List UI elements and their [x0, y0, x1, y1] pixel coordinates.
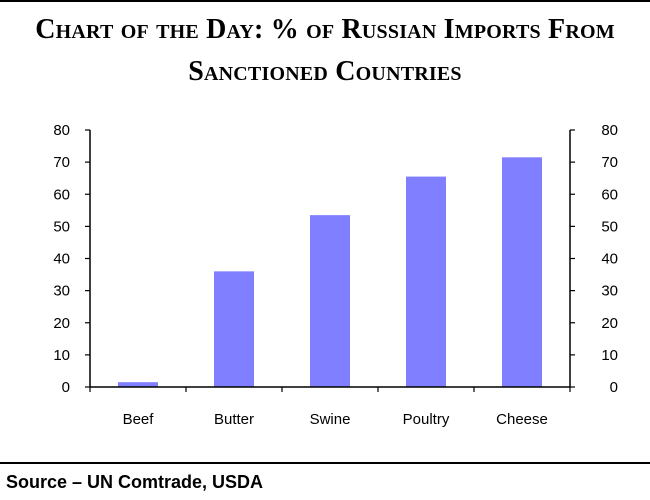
bar-poultry [406, 176, 446, 387]
y-tick-label-right: 80 [601, 122, 618, 139]
y-tick-label-left: 60 [53, 186, 70, 203]
y-tick-label-right: 20 [601, 315, 618, 332]
x-tick-label-swine: Swine [310, 411, 351, 428]
y-tick-label-right: 60 [601, 186, 618, 203]
bar-beef [118, 382, 158, 387]
y-tick-label-left: 40 [53, 251, 70, 268]
y-tick-label-left: 80 [53, 122, 70, 139]
y-tick-label-left: 10 [53, 347, 70, 364]
y-tick-label-right: 0 [610, 379, 618, 396]
y-tick-label-right: 50 [601, 218, 618, 235]
bar-butter [214, 271, 254, 387]
y-tick-label-right: 70 [601, 154, 618, 171]
bar-chart: 0 0 10 10 20 20 30 30 40 40 50 50 60 60 70 70 80 80 Beef Bu… [53, 122, 618, 428]
bar-swine [310, 215, 350, 387]
x-tick-label-beef: Beef [123, 411, 155, 428]
bottom-rule [0, 462, 650, 464]
y-tick-label-left: 0 [62, 379, 70, 396]
y-tick-label-right: 40 [601, 251, 618, 268]
y-tick-label-left: 70 [53, 154, 70, 171]
chart-title-line-1: Chart of the Day: % of Russian Imports F… [35, 14, 615, 45]
y-tick-label-left: 30 [53, 283, 70, 300]
y-tick-label-left: 50 [53, 218, 70, 235]
top-rule [0, 0, 650, 2]
x-tick-label-cheese: Cheese [496, 411, 548, 428]
y-tick-label-left: 20 [53, 315, 70, 332]
bar-cheese [502, 157, 542, 387]
y-tick-label-right: 10 [601, 347, 618, 364]
source-note: Source – UN Comtrade, USDA [6, 472, 264, 492]
chart-title-line-2: Sanctioned Countries [188, 56, 462, 87]
y-tick-label-right: 30 [601, 283, 618, 300]
x-tick-label-poultry: Poultry [403, 411, 450, 428]
x-tick-label-butter: Butter [214, 411, 254, 428]
